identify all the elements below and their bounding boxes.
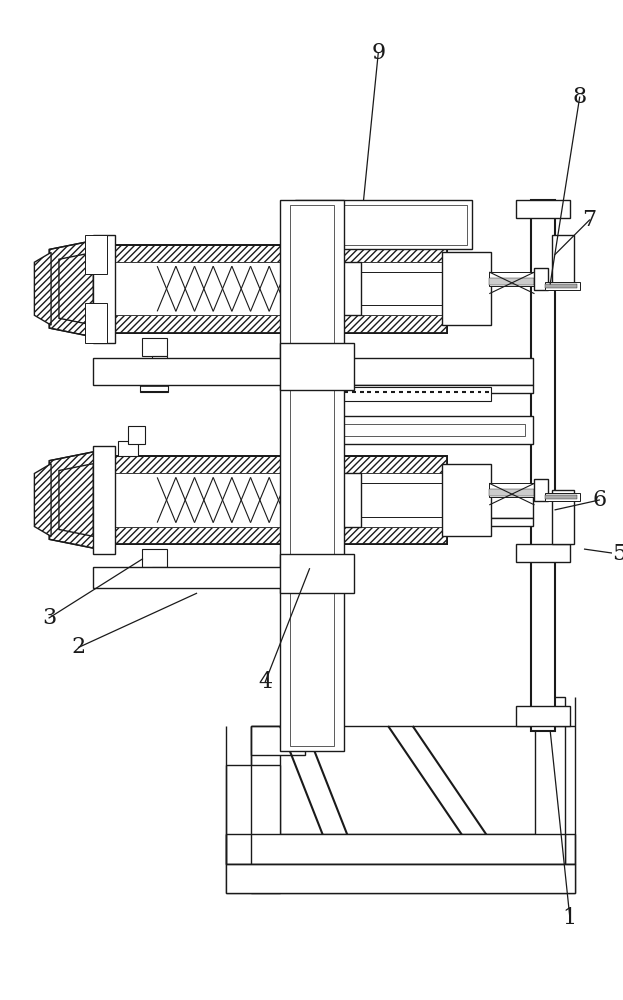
Polygon shape xyxy=(59,464,93,536)
Text: 6: 6 xyxy=(592,489,606,511)
Bar xyxy=(143,549,167,567)
Bar xyxy=(98,456,447,544)
Bar xyxy=(152,567,167,581)
Bar xyxy=(93,235,115,343)
Bar xyxy=(85,303,107,343)
Bar xyxy=(516,200,570,218)
Bar xyxy=(535,268,548,290)
Bar xyxy=(545,495,577,499)
Text: 3: 3 xyxy=(42,607,56,629)
Bar xyxy=(545,493,579,501)
Bar xyxy=(285,358,533,385)
Bar xyxy=(250,726,280,893)
Bar xyxy=(226,864,575,893)
Bar xyxy=(535,479,548,501)
Bar xyxy=(516,706,570,726)
Bar xyxy=(250,726,305,755)
Text: 4: 4 xyxy=(258,671,272,693)
Bar xyxy=(128,426,145,444)
Bar xyxy=(489,483,538,497)
Bar xyxy=(98,245,447,262)
Text: 2: 2 xyxy=(72,636,86,658)
Bar xyxy=(98,456,447,544)
Bar xyxy=(516,544,570,562)
Bar xyxy=(285,518,533,526)
Bar xyxy=(489,489,533,496)
Bar xyxy=(98,245,447,333)
Bar xyxy=(442,252,492,325)
Bar xyxy=(339,262,361,315)
Bar xyxy=(141,370,168,392)
Bar xyxy=(226,834,575,864)
Bar xyxy=(98,456,447,473)
Bar xyxy=(285,416,533,444)
Bar xyxy=(489,278,533,285)
Bar xyxy=(531,200,555,731)
Bar xyxy=(442,464,492,536)
Bar xyxy=(118,441,138,456)
Bar xyxy=(152,356,167,373)
Bar xyxy=(293,424,525,436)
Bar xyxy=(98,473,447,527)
Polygon shape xyxy=(49,451,98,549)
Bar xyxy=(250,834,565,864)
Bar xyxy=(280,554,354,593)
Bar xyxy=(226,864,575,893)
Bar xyxy=(536,697,565,864)
Bar xyxy=(339,387,492,401)
Bar xyxy=(98,527,447,544)
Bar xyxy=(93,358,285,385)
Bar xyxy=(93,567,285,588)
Bar xyxy=(339,473,361,527)
Bar xyxy=(280,200,344,751)
Polygon shape xyxy=(34,252,51,325)
Bar xyxy=(545,284,577,288)
Text: 5: 5 xyxy=(612,543,623,565)
Bar xyxy=(143,338,167,356)
Bar xyxy=(295,200,472,249)
Polygon shape xyxy=(34,464,51,536)
Bar xyxy=(98,245,447,333)
Text: 1: 1 xyxy=(563,907,577,929)
Bar xyxy=(344,483,442,517)
Bar xyxy=(552,235,574,289)
Text: 9: 9 xyxy=(371,42,386,64)
Bar xyxy=(98,315,447,333)
Bar xyxy=(285,490,533,518)
Bar xyxy=(489,272,538,286)
Bar xyxy=(98,262,447,315)
Bar xyxy=(285,385,533,393)
Bar xyxy=(93,446,115,554)
Text: 8: 8 xyxy=(573,86,587,108)
Polygon shape xyxy=(59,252,93,325)
Bar xyxy=(545,282,579,290)
Bar xyxy=(290,205,334,746)
Text: 7: 7 xyxy=(583,209,597,231)
Bar xyxy=(552,490,574,544)
Bar xyxy=(85,235,107,274)
Polygon shape xyxy=(49,240,98,338)
Bar xyxy=(344,272,442,305)
Bar xyxy=(280,343,354,390)
Bar xyxy=(226,765,280,864)
Bar xyxy=(300,205,467,245)
